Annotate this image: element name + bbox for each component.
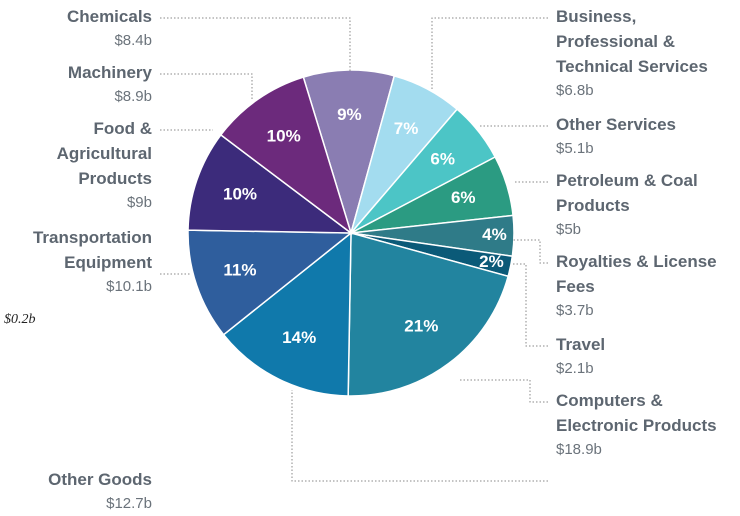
amount-label: $10.1b: [106, 278, 152, 295]
category-label: Travel: [556, 335, 605, 354]
slice-label: 9%: [337, 105, 362, 124]
category-label: Chemicals: [67, 7, 152, 26]
slice-label: 21%: [404, 316, 438, 335]
leader-line: [513, 239, 548, 264]
category-label: Royalties & License Fees: [556, 252, 717, 296]
amount-label: $5.1b: [556, 140, 594, 157]
slice: [302, 69, 396, 236]
slice: [187, 229, 354, 336]
amount-label: $3.7b: [556, 302, 594, 319]
category-label: Petroleum & Coal Products: [556, 171, 698, 215]
category-label: Other Goods: [48, 470, 152, 489]
leader-line: [160, 17, 351, 72]
leader-line: [431, 17, 548, 90]
category-label: Business, Professional & Technical Service…: [556, 7, 708, 76]
amount-label: $9b: [127, 194, 152, 211]
slice: [219, 76, 353, 235]
annotation: $0.2b: [4, 312, 36, 327]
slice-label: 10%: [267, 126, 301, 145]
slice-label: 7%: [394, 119, 419, 138]
amount-label: $6.8b: [556, 82, 594, 99]
slice-label: 14%: [282, 328, 316, 347]
leader-line: [160, 73, 253, 100]
slice-label: 10%: [223, 184, 257, 203]
amount-label: $18.9b: [556, 441, 602, 458]
amount-label: $5b: [556, 221, 581, 238]
slice-label: 2%: [479, 252, 504, 271]
amount-label: $8.4b: [114, 32, 152, 49]
slice: [347, 232, 510, 397]
category-label: Transportation Equipment: [33, 228, 152, 272]
slice-label: 6%: [451, 188, 476, 207]
category-label: Food & Agricultural Products: [57, 119, 152, 188]
category-label: Computers & Electronic Products: [556, 391, 717, 435]
slice-label: 6%: [430, 149, 455, 168]
slice-label: 4%: [482, 225, 507, 244]
leader-line: [460, 379, 548, 403]
slice: [222, 231, 352, 397]
category-label: Other Services: [556, 115, 676, 134]
amount-label: $12.7b: [106, 495, 152, 512]
leader-line: [291, 390, 548, 482]
amount-label: $8.9b: [114, 88, 152, 105]
amount-label: $2.1b: [556, 360, 594, 377]
slice-label: 11%: [223, 260, 256, 279]
slice: [187, 133, 354, 234]
category-label: Machinery: [68, 63, 153, 82]
leader-line: [512, 263, 548, 347]
